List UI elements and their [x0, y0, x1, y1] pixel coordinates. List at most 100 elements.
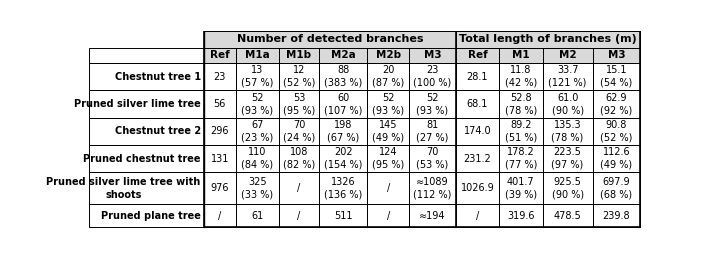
Text: 20
(87 %): 20 (87 %): [372, 65, 404, 88]
Bar: [89, 204, 204, 227]
Bar: [89, 90, 204, 118]
Bar: [456, 204, 499, 227]
Bar: [235, 172, 279, 204]
Bar: [89, 118, 204, 145]
Bar: [279, 90, 319, 118]
Bar: [593, 63, 640, 90]
Bar: [235, 145, 279, 172]
Text: 178.2
(77 %): 178.2 (77 %): [505, 148, 537, 170]
Text: /: /: [476, 211, 479, 221]
Text: 198
(67 %): 198 (67 %): [327, 120, 359, 142]
Text: 174.0: 174.0: [463, 126, 491, 136]
Bar: [235, 204, 279, 227]
Text: 110
(84 %): 110 (84 %): [241, 148, 273, 170]
Bar: [456, 31, 640, 48]
Text: 13
(57 %): 13 (57 %): [241, 65, 273, 88]
Bar: [367, 172, 409, 204]
Bar: [409, 204, 456, 227]
Text: ≈194: ≈194: [419, 211, 446, 221]
Text: Number of detected branches: Number of detected branches: [237, 34, 423, 44]
Bar: [543, 118, 593, 145]
Bar: [593, 48, 640, 63]
Bar: [279, 145, 319, 172]
Bar: [319, 63, 367, 90]
Text: 145
(49 %): 145 (49 %): [372, 120, 404, 142]
Text: Chestnut tree 2: Chestnut tree 2: [115, 126, 201, 136]
Text: 1026.9: 1026.9: [461, 183, 494, 193]
Bar: [204, 145, 235, 172]
Bar: [499, 90, 543, 118]
Bar: [204, 90, 235, 118]
Bar: [499, 172, 543, 204]
Bar: [235, 63, 279, 90]
Text: 511: 511: [334, 211, 352, 221]
Text: 239.8: 239.8: [602, 211, 630, 221]
Bar: [319, 172, 367, 204]
Bar: [593, 204, 640, 227]
Bar: [593, 118, 640, 145]
Text: 23
(100 %): 23 (100 %): [414, 65, 451, 88]
Bar: [456, 63, 499, 90]
Text: 90.8
(52 %): 90.8 (52 %): [600, 120, 632, 142]
Bar: [319, 90, 367, 118]
Bar: [409, 63, 456, 90]
Bar: [456, 204, 499, 227]
Text: 89.2
(51 %): 89.2 (51 %): [505, 120, 537, 142]
Text: Ref: Ref: [210, 50, 230, 60]
Bar: [235, 63, 279, 90]
Bar: [279, 48, 319, 63]
Text: /: /: [218, 211, 221, 221]
Text: M1a: M1a: [245, 50, 270, 60]
Bar: [89, 172, 204, 204]
Bar: [367, 118, 409, 145]
Bar: [279, 90, 319, 118]
Bar: [543, 48, 593, 63]
Bar: [456, 31, 640, 48]
Bar: [319, 63, 367, 90]
Bar: [409, 90, 456, 118]
Bar: [593, 172, 640, 204]
Bar: [235, 90, 279, 118]
Bar: [89, 63, 204, 90]
Bar: [543, 172, 593, 204]
Bar: [456, 90, 499, 118]
Bar: [409, 172, 456, 204]
Bar: [89, 145, 204, 172]
Bar: [593, 90, 640, 118]
Bar: [319, 204, 367, 227]
Text: 925.5
(90 %): 925.5 (90 %): [552, 177, 584, 200]
Bar: [279, 172, 319, 204]
Bar: [89, 63, 204, 90]
Text: 52
(93 %): 52 (93 %): [372, 93, 404, 115]
Bar: [319, 48, 367, 63]
Bar: [204, 31, 640, 227]
Bar: [593, 63, 640, 90]
Bar: [89, 48, 204, 63]
Bar: [235, 118, 279, 145]
Bar: [593, 48, 640, 63]
Bar: [499, 48, 543, 63]
Text: 52
(93 %): 52 (93 %): [241, 93, 273, 115]
Bar: [235, 204, 279, 227]
Bar: [235, 118, 279, 145]
Text: 135.3
(78 %): 135.3 (78 %): [551, 120, 584, 142]
Bar: [593, 145, 640, 172]
Text: Chestnut tree 1: Chestnut tree 1: [115, 71, 201, 81]
Text: 28.1: 28.1: [467, 71, 488, 81]
Text: 56: 56: [213, 99, 226, 109]
Text: M2: M2: [559, 50, 576, 60]
Bar: [89, 172, 204, 204]
Bar: [409, 145, 456, 172]
Bar: [89, 145, 204, 172]
Text: 61.0
(90 %): 61.0 (90 %): [552, 93, 584, 115]
Bar: [409, 48, 456, 63]
Bar: [543, 90, 593, 118]
Text: Total length of branches (m): Total length of branches (m): [459, 34, 637, 44]
Text: /: /: [297, 211, 301, 221]
Bar: [235, 172, 279, 204]
Bar: [367, 145, 409, 172]
Text: 697.9
(68 %): 697.9 (68 %): [600, 177, 632, 200]
Text: M1b: M1b: [287, 50, 312, 60]
Bar: [543, 204, 593, 227]
Bar: [89, 48, 204, 63]
